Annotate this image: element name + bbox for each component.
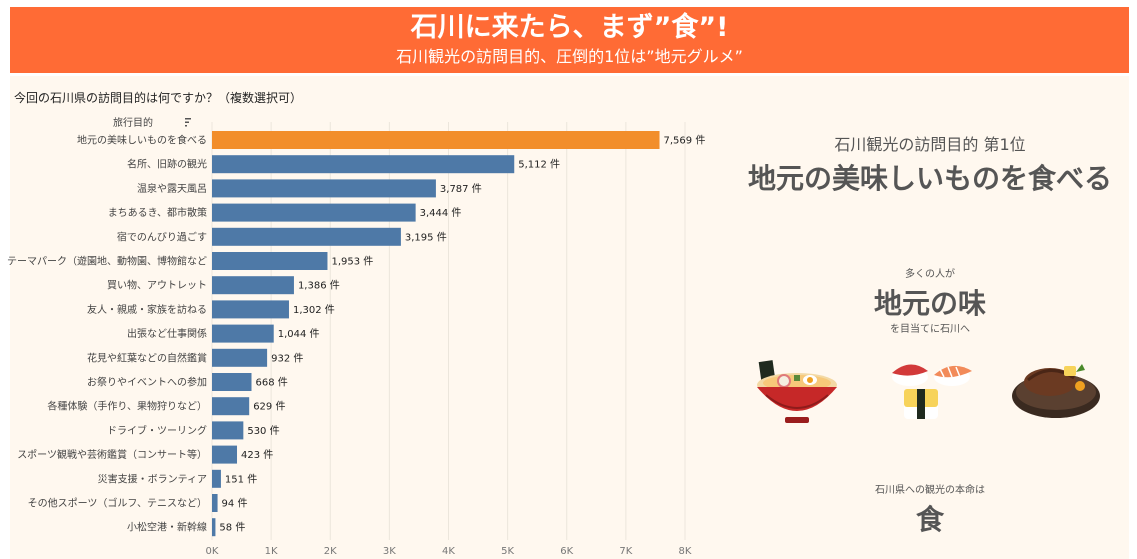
bar-3[interactable] bbox=[212, 203, 416, 222]
bar-8[interactable] bbox=[212, 324, 274, 343]
bar-chart: 地元の美味しいものを食べる 7,569 件名所、旧跡の観光 5,112 件温泉や露天… bbox=[7, 116, 705, 557]
rank-main-text: 地元の美味しいものを食べる bbox=[747, 162, 1112, 195]
category-label: スポーツ観戦や芸術鑑賞（コンサート等） bbox=[17, 448, 207, 461]
bar-1[interactable] bbox=[212, 155, 515, 174]
content-panel bbox=[10, 76, 1129, 559]
x-tick-label: 8K bbox=[679, 546, 692, 557]
labels-layer: 地元の美味しいものを食べる 7,569 件名所、旧跡の観光 5,112 件温泉や露天… bbox=[7, 134, 705, 534]
value-label: 629 件 bbox=[253, 401, 285, 413]
bar-2[interactable] bbox=[212, 179, 436, 198]
x-tick-label: 2K bbox=[324, 546, 337, 557]
category-label: 花見や紅葉などの自然鑑賞 bbox=[87, 351, 207, 364]
x-tick-label: 6K bbox=[560, 546, 573, 557]
bar-13[interactable] bbox=[212, 445, 238, 464]
bar-11[interactable] bbox=[212, 397, 250, 416]
bar-15[interactable] bbox=[212, 494, 218, 512]
many-people-text: 多くの人が bbox=[905, 269, 955, 280]
value-label: 423 件 bbox=[241, 449, 273, 461]
value-label: 932 件 bbox=[271, 352, 303, 364]
bars-layer bbox=[212, 131, 660, 537]
value-label: 7,569 件 bbox=[664, 135, 706, 147]
x-tick-label: 0K bbox=[206, 546, 219, 557]
bar-16[interactable] bbox=[212, 518, 216, 537]
category-label: テーマパーク（遊園地、動物園、博物館など bbox=[7, 255, 207, 268]
category-label: ドライブ・ツーリング bbox=[107, 424, 207, 437]
bar-10[interactable] bbox=[212, 373, 252, 391]
value-label: 58 件 bbox=[219, 522, 245, 534]
category-label: 友人・親戚・家族を訪ねる bbox=[87, 303, 207, 316]
category-label: 名所、旧跡の観光 bbox=[127, 158, 207, 171]
bar-14[interactable] bbox=[212, 469, 221, 488]
value-label: 151 件 bbox=[225, 473, 257, 485]
category-label: まちあるき、都市散策 bbox=[108, 206, 207, 219]
chart-question: 今回の石川県の訪問目的は何ですか？（複数選択可） bbox=[14, 91, 303, 105]
x-tick-label: 3K bbox=[383, 546, 396, 557]
value-label: 1,302 件 bbox=[293, 304, 335, 316]
category-label: お祭りやイベントへの参加 bbox=[87, 376, 207, 389]
aim-text: を目当てに石川へ bbox=[890, 324, 970, 335]
value-label: 3,787 件 bbox=[440, 183, 482, 195]
x-tick-label: 4K bbox=[442, 546, 455, 557]
page-subtitle: 石川観光の訪問目的、圧倒的1位は”地元グルメ” bbox=[396, 47, 743, 66]
ramen-icon bbox=[757, 360, 837, 423]
category-label: その他スポーツ（ゴルフ、テニスなど） bbox=[28, 497, 207, 510]
sushi-icon bbox=[892, 364, 972, 419]
value-label: 668 件 bbox=[255, 377, 287, 389]
bar-0[interactable] bbox=[212, 131, 660, 149]
value-label: 94 件 bbox=[222, 498, 248, 510]
bar-4[interactable] bbox=[212, 227, 401, 246]
category-label: 各種体験（手作り、果物狩りなど） bbox=[47, 400, 207, 413]
value-label: 530 件 bbox=[247, 425, 279, 437]
shoku-text: 食 bbox=[915, 503, 944, 536]
y-axis-title: 旅行目的 bbox=[113, 116, 153, 129]
honmei-text: 石川県への観光の本命は bbox=[875, 485, 985, 496]
x-tick-label: 5K bbox=[501, 546, 514, 557]
category-label: 小松空港・新幹線 bbox=[127, 521, 207, 534]
bar-6[interactable] bbox=[212, 276, 294, 295]
page-title: 石川に来たら、まず”食”! bbox=[410, 12, 729, 43]
x-tick-label: 1K bbox=[265, 546, 278, 557]
local-taste-text: 地元の味 bbox=[873, 287, 986, 320]
value-label: 1,953 件 bbox=[331, 256, 373, 268]
category-label: 買い物、アウトレット bbox=[107, 279, 207, 292]
category-label: 災害支援・ボランティア bbox=[98, 472, 207, 485]
value-label: 3,195 件 bbox=[405, 231, 447, 243]
value-label: 1,044 件 bbox=[278, 328, 320, 340]
value-label: 3,444 件 bbox=[420, 207, 462, 219]
bar-12[interactable] bbox=[212, 421, 244, 440]
category-label: 宿でのんびり過ごす bbox=[117, 230, 207, 243]
steak-icon bbox=[1012, 364, 1100, 418]
value-label: 1,386 件 bbox=[298, 280, 340, 292]
bar-9[interactable] bbox=[212, 348, 268, 367]
bar-5[interactable] bbox=[212, 252, 328, 270]
axis-layer: 0K 1K 2K 3K 4K 5K 6K 7K 8K 旅行目的 bbox=[113, 116, 692, 557]
category-label: 地元の美味しいものを食べる bbox=[77, 134, 207, 147]
rank-subtitle: 石川観光の訪問目的 第1位 bbox=[834, 135, 1026, 154]
category-label: 出張など仕事関係 bbox=[127, 327, 207, 340]
value-label: 5,112 件 bbox=[518, 159, 560, 171]
sort-icon[interactable] bbox=[185, 118, 191, 127]
header-banner: 石川に来たら、まず”食”! 石川観光の訪問目的、圧倒的1位は”地元グルメ” bbox=[10, 7, 1129, 73]
bar-7[interactable] bbox=[212, 300, 289, 319]
category-label: 温泉や露天風呂 bbox=[137, 182, 207, 195]
x-tick-label: 7K bbox=[619, 546, 632, 557]
